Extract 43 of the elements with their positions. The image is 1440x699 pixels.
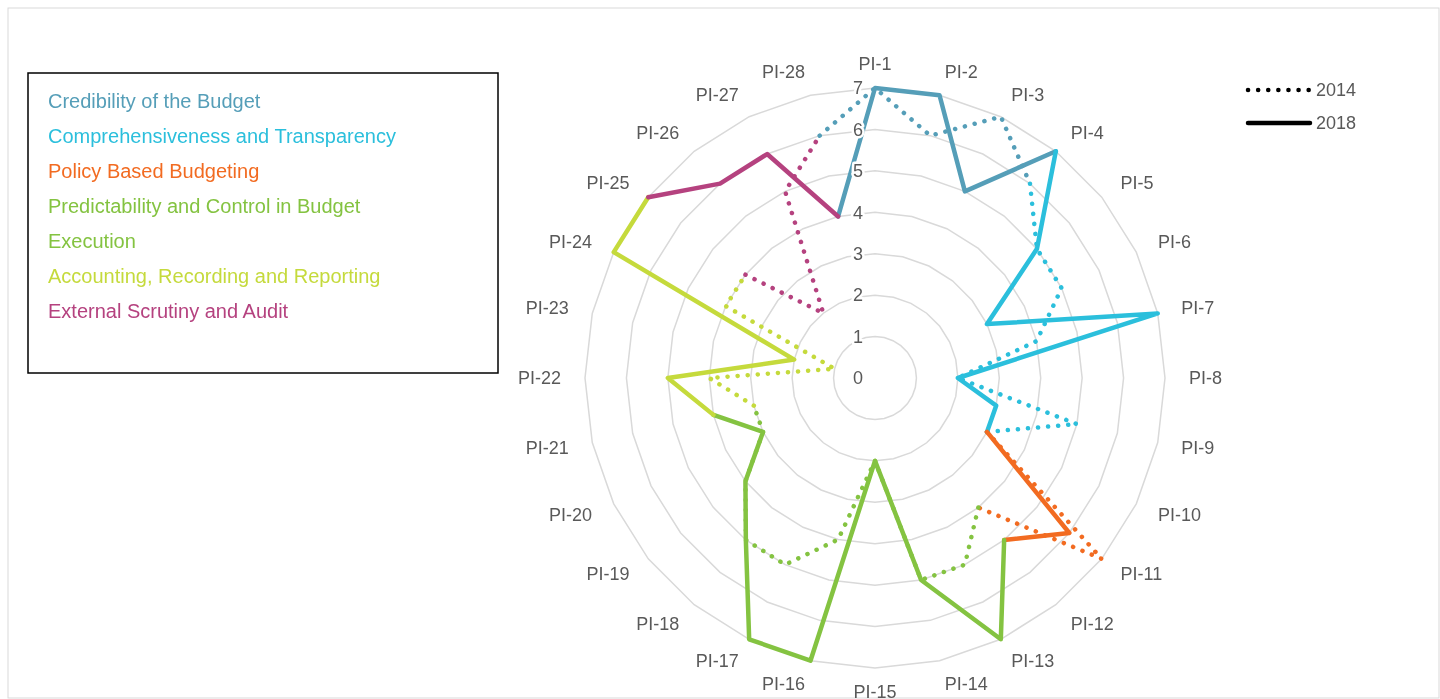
spoke-label: PI-18 xyxy=(636,613,680,634)
text: Credibility of the Budget xyxy=(48,90,261,112)
spoke-label: PI-27 xyxy=(695,85,739,106)
y-tick-label: 2 xyxy=(852,285,863,306)
spoke-label: PI-13 xyxy=(1011,651,1055,672)
spoke-label: PI-7 xyxy=(1181,298,1215,319)
y-tick-label: 0 xyxy=(852,368,863,389)
spoke-label: PI-2 xyxy=(944,62,978,83)
spoke-label: PI-1 xyxy=(858,54,892,75)
spoke-label: PI-22 xyxy=(517,368,561,389)
spoke-label: PI-24 xyxy=(549,232,593,253)
spoke-label: PI-14 xyxy=(944,674,988,695)
spoke-label: PI-28 xyxy=(762,62,806,83)
spoke-label: PI-19 xyxy=(586,564,630,585)
spoke-label: PI-21 xyxy=(525,438,569,459)
spoke-label: PI-8 xyxy=(1189,368,1223,389)
spoke-label: PI-12 xyxy=(1070,613,1114,634)
text: Comprehensiveness and Transparency xyxy=(48,125,396,147)
spoke-label: PI-25 xyxy=(586,172,630,193)
text: 2018 xyxy=(1316,113,1357,134)
spoke-label: PI-10 xyxy=(1157,504,1201,525)
text: Policy Based Budgeting xyxy=(48,160,260,182)
spoke-label: PI-6 xyxy=(1157,232,1191,253)
y-tick-label: 1 xyxy=(852,326,863,347)
spoke-label: PI-17 xyxy=(695,651,739,672)
y-tick-label: 5 xyxy=(852,161,863,182)
y-tick-label: 4 xyxy=(852,202,863,223)
spoke-label: PI-20 xyxy=(549,504,593,525)
spoke-label: PI-5 xyxy=(1120,172,1154,193)
spoke-label: PI-11 xyxy=(1120,564,1163,585)
spoke-label: PI-3 xyxy=(1011,85,1045,106)
spoke-label: PI-9 xyxy=(1181,438,1215,459)
spoke-label: PI-4 xyxy=(1070,122,1104,143)
text: 2014 xyxy=(1316,80,1357,101)
y-tick-label: 3 xyxy=(852,244,863,265)
spoke-label: PI-15 xyxy=(853,682,897,699)
text: Predictability and Control in Budget Execution xyxy=(48,195,361,252)
spoke-label: PI-23 xyxy=(525,298,569,319)
y-tick-label: 7 xyxy=(852,78,863,99)
text: External Scrutiny and Audit xyxy=(48,300,289,322)
spoke-label: PI-16 xyxy=(762,674,806,695)
text: Accounting, Recording and Reporting xyxy=(48,265,381,287)
spoke-label: PI-26 xyxy=(636,122,680,143)
